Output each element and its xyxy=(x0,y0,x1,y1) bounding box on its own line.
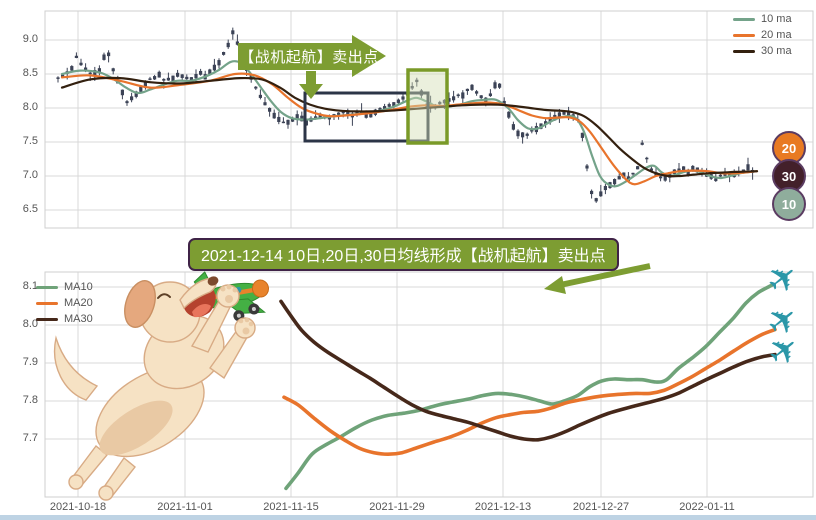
legend-item: MA20 xyxy=(36,297,93,309)
ma-line-MA10 xyxy=(284,283,774,491)
ma-line-30ma xyxy=(60,76,759,178)
legend-item: 20 ma xyxy=(733,29,792,41)
legend-swatch xyxy=(733,33,755,37)
top-legend: 10 ma 20 ma 30 ma xyxy=(733,13,792,57)
legend-label: 20 ma xyxy=(761,29,792,41)
legend-item: MA30 xyxy=(36,313,93,325)
x-tick-label: 2022-01-11 xyxy=(679,501,735,513)
ma-badge-10: 10 xyxy=(772,187,806,221)
y-tick-label: 6.5 xyxy=(22,203,38,215)
legend-label: MA10 xyxy=(64,281,93,293)
legend-swatch xyxy=(36,285,58,289)
y-tick-label: 7.5 xyxy=(22,135,38,147)
ma-line-20ma xyxy=(60,72,759,186)
banner-arrow-shaft xyxy=(559,263,651,288)
y-tick-label: 7.7 xyxy=(22,432,38,444)
banner-arrow-head-icon xyxy=(544,276,566,294)
legend-label: MA20 xyxy=(64,297,93,309)
legend-label: 30 ma xyxy=(761,45,792,57)
navy-box xyxy=(303,91,430,143)
legend-label: 10 ma xyxy=(761,13,792,25)
ma-line-MA20 xyxy=(282,327,777,457)
y-tick-label: 8.1 xyxy=(22,280,38,292)
sell-point-annotation: 【战机起航】卖出点 xyxy=(239,49,379,66)
y-tick-label: 7.9 xyxy=(22,356,38,368)
y-tick-label: 8.0 xyxy=(22,318,38,330)
ma-line-MA30 xyxy=(279,299,777,442)
x-tick-label: 2021-10-18 xyxy=(49,501,107,513)
y-tick-label: 7.8 xyxy=(22,394,38,406)
legend-label: MA30 xyxy=(64,313,93,325)
legend-swatch xyxy=(36,317,58,321)
x-tick-label: 2021-12-27 xyxy=(572,501,630,513)
down-arrow-icon xyxy=(299,71,323,99)
legend-swatch xyxy=(36,301,58,305)
x-tick-label: 2021-11-29 xyxy=(369,501,425,513)
green-box xyxy=(406,68,449,145)
top-grid xyxy=(44,10,814,229)
x-tick-label: 2021-11-01 xyxy=(157,501,213,513)
y-tick-label: 7.0 xyxy=(22,169,38,181)
legend-swatch xyxy=(733,49,755,53)
dog-illustration xyxy=(54,271,269,501)
y-tick-label: 8.0 xyxy=(22,101,38,113)
x-tick-label: 2021-11-15 xyxy=(263,501,319,513)
signal-banner: 2021-12-14 10日,20日,30日均线形成【战机起航】卖出点 xyxy=(188,238,619,271)
legend-item: 30 ma xyxy=(733,45,792,57)
y-tick-label: 8.5 xyxy=(22,67,38,79)
y-tick-label: 9.0 xyxy=(22,33,38,45)
bottom-legend: MA10 MA20 MA30 xyxy=(36,281,93,325)
legend-item: MA10 xyxy=(36,281,93,293)
candlestick-series xyxy=(56,27,755,203)
legend-item: 10 ma xyxy=(733,13,792,25)
sell-banner-shape xyxy=(238,35,386,77)
legend-swatch xyxy=(733,17,755,21)
x-tick-label: 2021-12-13 xyxy=(474,501,532,513)
bottom-strip xyxy=(0,515,816,520)
